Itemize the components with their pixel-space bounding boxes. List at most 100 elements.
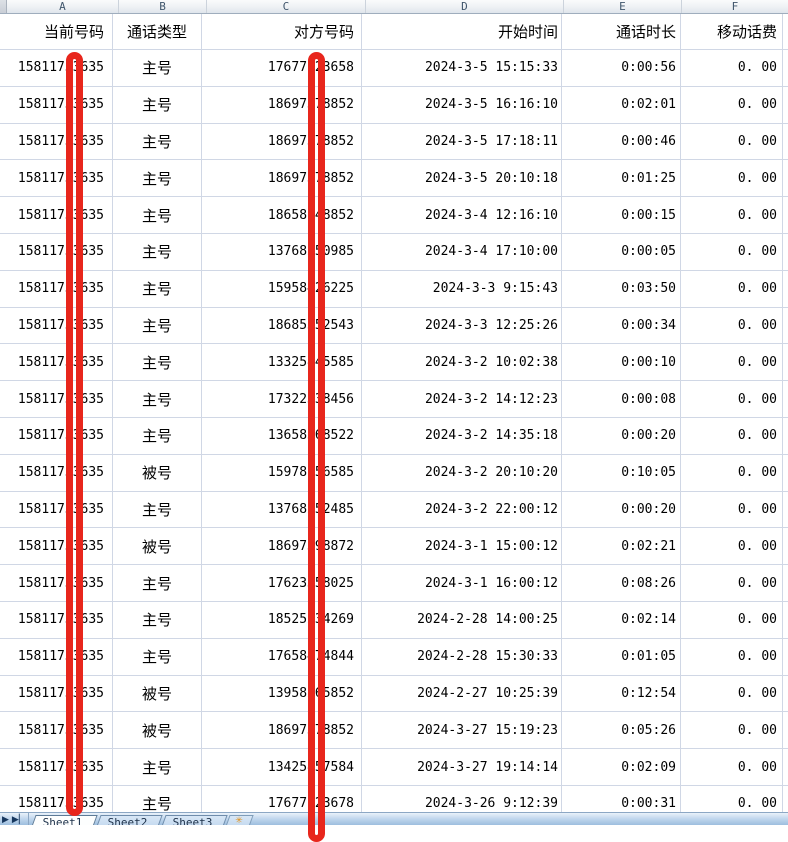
cell-current-number[interactable]: 15811753635	[0, 565, 113, 601]
cell-mobile-fee[interactable]: 0. 00	[681, 785, 783, 822]
cell-start-time[interactable]: 2024-2-28 14:00:25	[362, 601, 562, 638]
header-start-time[interactable]: 开始时间	[362, 14, 562, 49]
cell-call-duration[interactable]: 0:01:25	[562, 160, 681, 197]
cell-mobile-fee[interactable]: 0. 00	[681, 712, 783, 749]
cell-other-number[interactable]: 18697398872	[202, 528, 362, 565]
cell-mobile-fee[interactable]: 0. 00	[681, 749, 783, 785]
cell-other-number[interactable]: 18697378852	[202, 160, 362, 197]
column-header-b[interactable]: B	[119, 0, 208, 13]
cell-call-duration[interactable]: 0:00:31	[562, 785, 681, 822]
cell-call-type[interactable]: 主号	[113, 86, 202, 123]
cell-call-type[interactable]: 主号	[113, 233, 202, 270]
cell-start-time[interactable]: 2024-3-27 15:19:23	[362, 712, 562, 749]
cell-call-duration[interactable]: 0:02:14	[562, 601, 681, 638]
cell-other-number[interactable]: 13958265852	[202, 675, 362, 712]
cell-mobile-fee[interactable]: 0. 00	[681, 601, 783, 638]
cell-call-duration[interactable]: 0:12:54	[562, 675, 681, 712]
cell-mobile-fee[interactable]: 0. 00	[681, 528, 783, 565]
cell-mobile-fee[interactable]: 0. 00	[681, 565, 783, 601]
cell-other-number[interactable]: 17322338456	[202, 381, 362, 417]
cell-other-number[interactable]: 13768250985	[202, 233, 362, 270]
cell-call-duration[interactable]: 0:01:05	[562, 638, 681, 675]
cell-call-duration[interactable]: 0:00:56	[562, 50, 681, 86]
cell-start-time[interactable]: 2024-3-3 9:15:43	[362, 270, 562, 307]
cell-mobile-fee[interactable]: 0. 00	[681, 86, 783, 123]
cell-mobile-fee[interactable]: 0. 00	[681, 160, 783, 197]
cell-current-number[interactable]: 15811753635	[0, 601, 113, 638]
cell-call-type[interactable]: 主号	[113, 601, 202, 638]
cell-other-number[interactable]: 13658568522	[202, 417, 362, 454]
cell-call-type[interactable]: 被号	[113, 454, 202, 491]
cell-current-number[interactable]: 15811753635	[0, 675, 113, 712]
cell-current-number[interactable]: 15811753635	[0, 344, 113, 381]
header-other-number[interactable]: 对方号码	[202, 14, 362, 49]
cell-current-number[interactable]: 15811753635	[0, 528, 113, 565]
cell-call-duration[interactable]: 0:00:05	[562, 233, 681, 270]
cell-call-duration[interactable]: 0:00:15	[562, 197, 681, 233]
cell-start-time[interactable]: 2024-3-5 17:18:11	[362, 123, 562, 160]
cell-start-time[interactable]: 2024-3-2 20:10:20	[362, 454, 562, 491]
cell-call-type[interactable]: 主号	[113, 565, 202, 601]
sheet-tab-sheet2[interactable]: Sheet2	[93, 815, 163, 825]
cell-current-number[interactable]: 15811753635	[0, 712, 113, 749]
header-mobile-fee[interactable]: 移动话费	[681, 14, 783, 49]
cell-other-number[interactable]: 13325845585	[202, 344, 362, 381]
cell-other-number[interactable]: 18685552543	[202, 307, 362, 344]
cell-mobile-fee[interactable]: 0. 00	[681, 307, 783, 344]
cell-call-type[interactable]: 主号	[113, 344, 202, 381]
cell-call-type[interactable]: 主号	[113, 417, 202, 454]
cell-call-duration[interactable]: 0:00:34	[562, 307, 681, 344]
cell-mobile-fee[interactable]: 0. 00	[681, 675, 783, 712]
cell-call-type[interactable]: 主号	[113, 50, 202, 86]
cell-call-duration[interactable]: 0:02:09	[562, 749, 681, 785]
nav-last-sheet-icon[interactable]: ▶▏	[11, 815, 26, 825]
cell-current-number[interactable]: 15811753635	[0, 160, 113, 197]
cell-call-type[interactable]: 主号	[113, 491, 202, 528]
cell-current-number[interactable]: 15811753635	[0, 638, 113, 675]
cell-other-number[interactable]: 15978156585	[202, 454, 362, 491]
cell-other-number[interactable]: 18525234269	[202, 601, 362, 638]
cell-other-number[interactable]: 17677123658	[202, 50, 362, 86]
cell-start-time[interactable]: 2024-3-5 16:16:10	[362, 86, 562, 123]
cell-call-type[interactable]: 主号	[113, 638, 202, 675]
cell-mobile-fee[interactable]: 0. 00	[681, 381, 783, 417]
cell-mobile-fee[interactable]: 0. 00	[681, 50, 783, 86]
column-header-c[interactable]: C	[207, 0, 366, 13]
column-header-d[interactable]: D	[366, 0, 564, 13]
cell-call-duration[interactable]: 0:00:08	[562, 381, 681, 417]
cell-call-type[interactable]: 主号	[113, 785, 202, 822]
cell-start-time[interactable]: 2024-3-4 17:10:00	[362, 233, 562, 270]
sheet-tab-sheet1[interactable]: Sheet1	[28, 815, 98, 825]
sheet-tab-sheet3[interactable]: Sheet3	[157, 815, 227, 825]
cell-call-duration[interactable]: 0:02:01	[562, 86, 681, 123]
cell-mobile-fee[interactable]: 0. 00	[681, 454, 783, 491]
cell-current-number[interactable]: 15811753635	[0, 307, 113, 344]
nav-next-sheet-icon[interactable]: ▶	[2, 815, 9, 825]
cell-call-duration[interactable]: 0:08:26	[562, 565, 681, 601]
cell-start-time[interactable]: 2024-3-27 19:14:14	[362, 749, 562, 785]
cell-current-number[interactable]: 15811753635	[0, 86, 113, 123]
cell-call-type[interactable]: 主号	[113, 749, 202, 785]
cell-call-type[interactable]: 主号	[113, 160, 202, 197]
cell-start-time[interactable]: 2024-3-2 10:02:38	[362, 344, 562, 381]
cell-other-number[interactable]: 18658148852	[202, 197, 362, 233]
cell-start-time[interactable]: 2024-3-2 14:35:18	[362, 417, 562, 454]
cell-other-number[interactable]: 13425857584	[202, 749, 362, 785]
cell-current-number[interactable]: 15811753635	[0, 491, 113, 528]
cell-call-type[interactable]: 被号	[113, 675, 202, 712]
cell-call-duration[interactable]: 0:05:26	[562, 712, 681, 749]
cell-start-time[interactable]: 2024-3-1 16:00:12	[362, 565, 562, 601]
cell-mobile-fee[interactable]: 0. 00	[681, 233, 783, 270]
cell-call-duration[interactable]: 0:10:05	[562, 454, 681, 491]
cell-current-number[interactable]: 15811753635	[0, 749, 113, 785]
cell-call-duration[interactable]: 0:00:20	[562, 417, 681, 454]
cell-call-type[interactable]: 被号	[113, 528, 202, 565]
cell-start-time[interactable]: 2024-3-5 15:15:33	[362, 50, 562, 86]
cell-current-number[interactable]: 15811753635	[0, 417, 113, 454]
header-call-duration[interactable]: 通话时长	[562, 14, 681, 49]
cell-current-number[interactable]: 15811753635	[0, 454, 113, 491]
cell-other-number[interactable]: 15958426225	[202, 270, 362, 307]
cell-current-number[interactable]: 15811753635	[0, 50, 113, 86]
cell-call-type[interactable]: 主号	[113, 381, 202, 417]
cell-start-time[interactable]: 2024-3-3 12:25:26	[362, 307, 562, 344]
